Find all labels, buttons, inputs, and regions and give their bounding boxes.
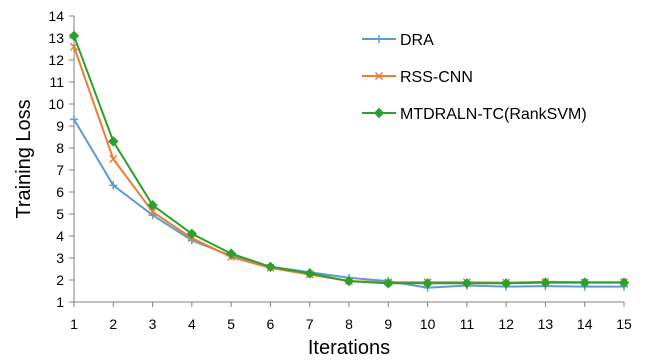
- legend-marker: [374, 71, 384, 81]
- legend-label: RSS-CNN: [400, 69, 473, 86]
- series-layer: [68, 30, 630, 292]
- y-tick-label: 3: [56, 250, 64, 266]
- data-point: [108, 136, 119, 147]
- data-point: [265, 261, 276, 273]
- y-tick-label: 5: [56, 206, 64, 222]
- y-tick-label: 7: [56, 162, 64, 178]
- y-tick-label: 13: [48, 30, 64, 46]
- legend-label: DRA: [400, 32, 434, 49]
- series-line: [73, 35, 624, 285]
- x-tick-label: 14: [577, 316, 593, 332]
- data-point: [148, 207, 157, 216]
- x-tick-label: 13: [538, 316, 554, 332]
- legend: DRA RSS-CNN MTDRALN-TC(RankSVM): [362, 32, 587, 123]
- x-tick-label: 5: [227, 316, 235, 332]
- x-tick-label: 2: [109, 316, 117, 332]
- data-point: [500, 278, 512, 289]
- legend-item: MTDRALN-TC(RankSVM): [362, 106, 587, 123]
- data-point: [70, 115, 78, 124]
- x-tick-label: 9: [384, 316, 392, 332]
- x-tick-label: 15: [616, 316, 632, 332]
- x-tick-label: 6: [267, 316, 275, 332]
- x-axis-title: Iterations: [308, 337, 390, 359]
- data-point: [540, 277, 551, 288]
- data-point: [186, 228, 198, 240]
- y-tick-label: 1: [56, 294, 64, 310]
- x-tick-label: 7: [306, 316, 314, 332]
- data-point: [579, 277, 590, 288]
- y-tick-label: 14: [48, 8, 64, 24]
- data-point: [109, 181, 118, 190]
- series-line: [73, 46, 624, 284]
- y-tick-label: 8: [56, 140, 64, 156]
- y-tick-label: 4: [56, 228, 64, 244]
- data-point: [304, 268, 315, 279]
- data-point: [422, 278, 433, 289]
- data-point: [343, 275, 355, 287]
- data-point: [618, 277, 630, 288]
- y-tick-label: 10: [48, 96, 64, 112]
- series-line: [73, 118, 624, 289]
- y-tick-label: 11: [49, 74, 64, 90]
- x-tick-label: 10: [420, 316, 436, 332]
- legend-marker: [375, 35, 383, 43]
- x-tick-label: 1: [70, 316, 78, 332]
- y-tick-label: 9: [56, 118, 64, 134]
- legend-label: MTDRALN-TC(RankSVM): [400, 106, 587, 123]
- legend-marker: [373, 107, 385, 119]
- data-point: [225, 248, 237, 259]
- x-tick-label: 12: [498, 316, 514, 332]
- y-tick-label: 2: [56, 272, 64, 288]
- x-tick-label: 8: [345, 316, 353, 332]
- data-point: [68, 30, 80, 42]
- legend-item: DRA: [362, 32, 434, 49]
- data-point: [109, 154, 118, 164]
- series-3: [68, 30, 630, 289]
- y-axis-title: Training Loss: [13, 99, 35, 218]
- series-2: [69, 42, 629, 287]
- x-tick-label: 4: [188, 316, 196, 332]
- data-point: [461, 278, 473, 289]
- data-point: [147, 199, 158, 211]
- x-tick-label: 11: [460, 316, 475, 332]
- legend-item: RSS-CNN: [362, 69, 473, 86]
- y-tick-label: 6: [56, 184, 64, 200]
- data-point: [383, 278, 394, 289]
- y-tick-label: 12: [48, 52, 64, 68]
- x-tick-label: 3: [149, 316, 157, 332]
